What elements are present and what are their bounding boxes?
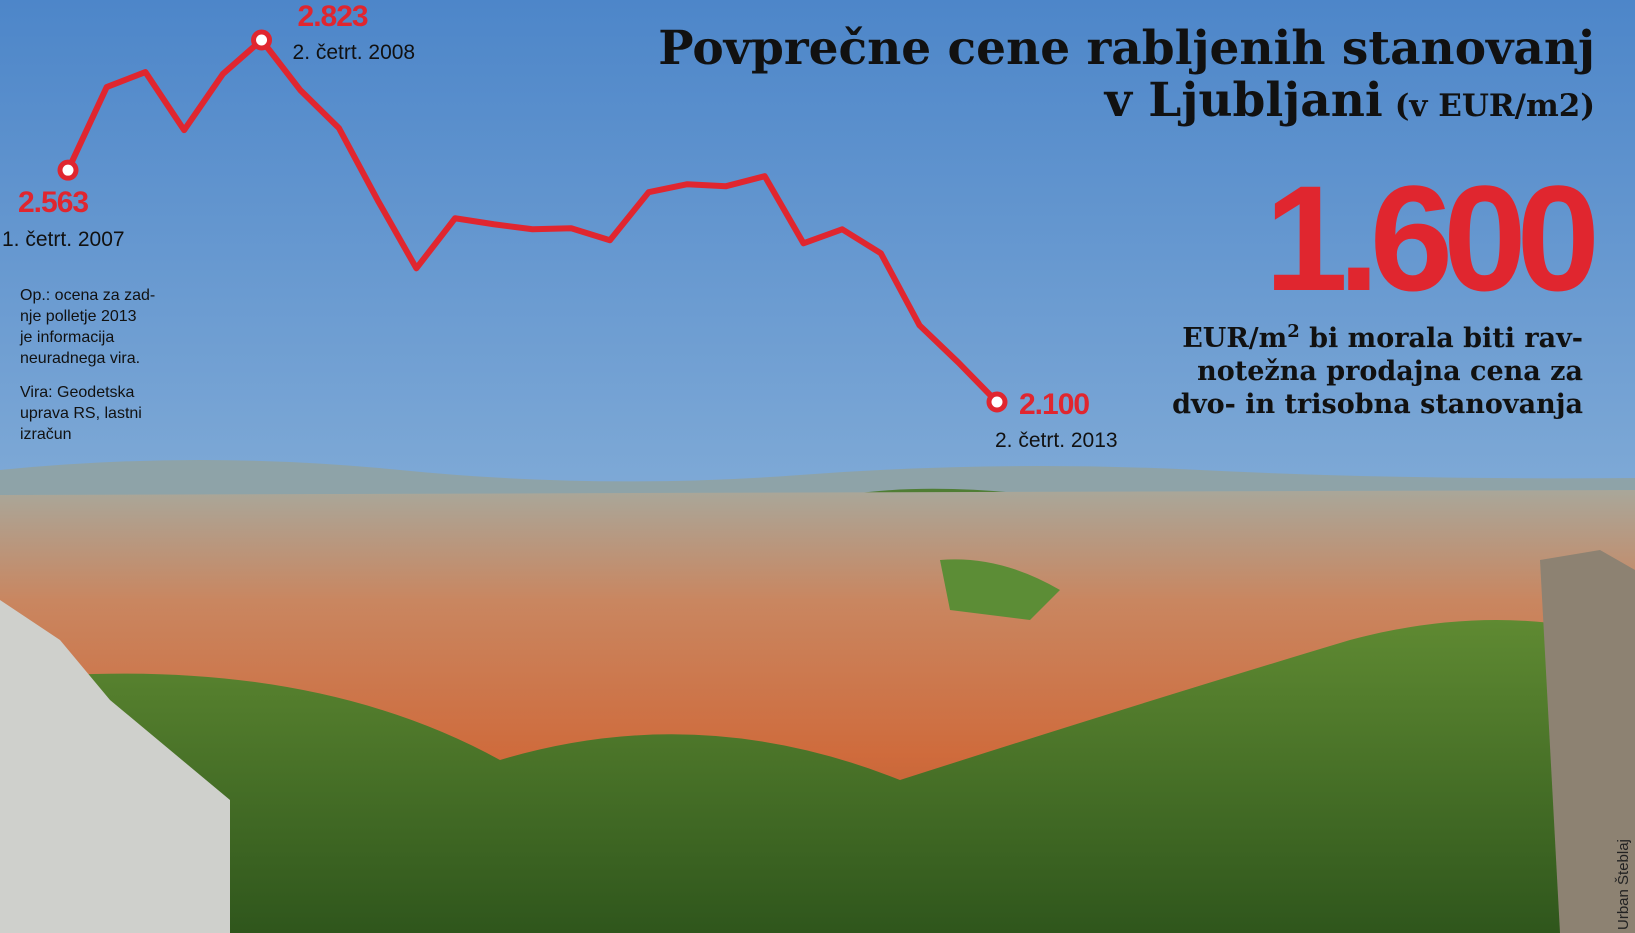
category-label: 2. četrt. 2013 [995, 429, 1118, 452]
note: Op.: ocena za zad- [20, 287, 155, 304]
note: neuradnega vira. [20, 350, 140, 367]
highlight-text: 2 [1287, 321, 1300, 342]
highlight-number: 1.600 [1265, 154, 1595, 322]
value-label: 2.100 [1019, 388, 1089, 421]
category-label: 1. četrt. 2007 [2, 228, 125, 251]
line-chart: Op.: ocena za zad-nje polletje 2013 je in… [2, 0, 1118, 452]
title: v Ljubljani [1104, 73, 1383, 128]
title-line-2: v Ljubljani (v EUR/m2) [1104, 73, 1595, 128]
highlight-text: EUR/m2 bi morala biti rav- [1182, 321, 1583, 354]
highlight-text: dvo- in trisobna stanovanja [1172, 389, 1583, 420]
note: je informacija [19, 329, 114, 346]
line [65, 37, 1000, 405]
highlight-text: bi morala biti rav- [1300, 323, 1583, 354]
subtitle: (v EUR/m2) [1395, 88, 1595, 124]
value-label: 2.563 [18, 186, 88, 219]
trees [0, 620, 1635, 933]
highlight-text: EUR/m [1182, 323, 1287, 354]
point [57, 159, 79, 181]
value-label: 2.823 [298, 0, 368, 33]
note: izračun [20, 426, 72, 443]
note: nje polletje 2013 [20, 308, 137, 325]
category-label: 2. četrt. 2008 [293, 41, 416, 64]
note: Vira: Geodetska [20, 384, 135, 401]
park [940, 559, 1060, 620]
point [986, 391, 1008, 413]
wall [0, 600, 230, 933]
point [251, 29, 273, 51]
credit: Urban Šteblaj [1615, 839, 1632, 930]
note: uprava RS, lastni [20, 405, 142, 422]
highlight-text: notežna prodajna cena za [1197, 356, 1583, 387]
title-line-1: Povprečne cene rabljenih stanovanj [658, 21, 1595, 76]
tower [1540, 550, 1635, 933]
